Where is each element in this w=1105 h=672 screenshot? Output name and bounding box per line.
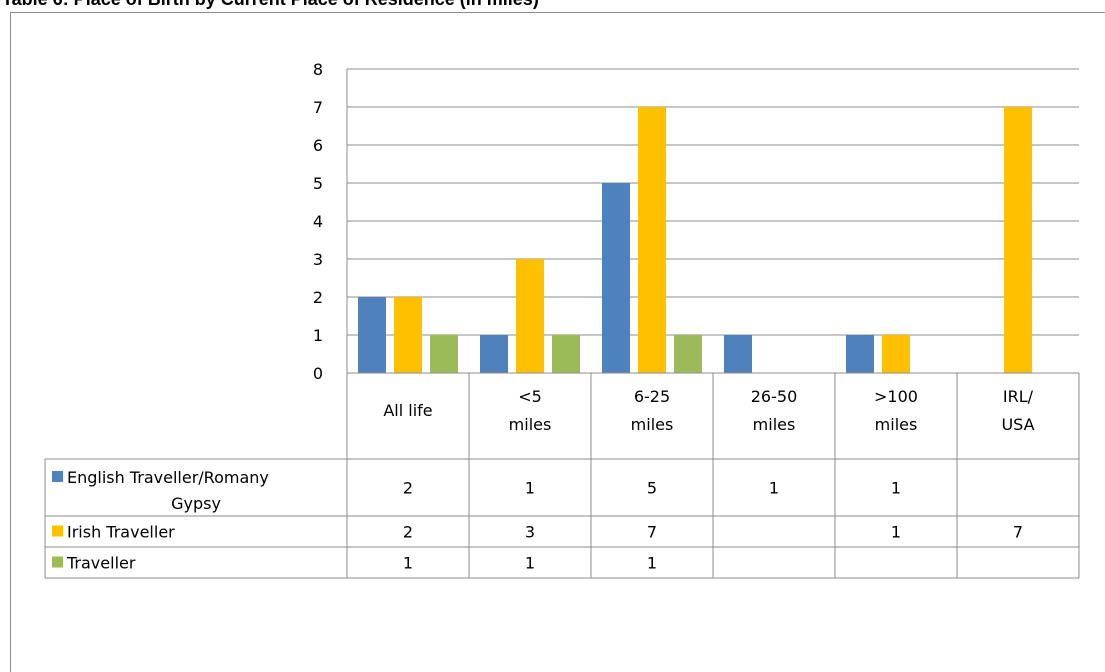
y-tick-label: 4 (313, 212, 323, 231)
x-tick-label: miles (753, 415, 796, 434)
data-table: All life <5 miles 6-25 miles 26-50 miles >100 mi… (44, 372, 1080, 579)
legend-key (52, 556, 63, 568)
x-tick-label: >100 (874, 387, 918, 406)
data-label: 1 (525, 479, 535, 498)
bar (1004, 107, 1032, 373)
bar-chart: 0 1 2 3 4 5 6 7 8 All life <5 miles 6-25 miles 26-50 m… (44, 60, 1080, 579)
legend-key (52, 471, 63, 482)
data-label: 2 (403, 479, 413, 498)
y-tick-label: 0 (313, 364, 323, 383)
data-label: 5 (647, 479, 657, 498)
x-tick-label: 6-25 (634, 387, 670, 406)
legend-key (52, 525, 63, 537)
x-tick-label: IRL/ (1003, 387, 1034, 406)
legend-label: Gypsy (171, 494, 221, 513)
bar (882, 335, 910, 373)
legend-label: Traveller (66, 554, 136, 573)
data-label: 2 (403, 523, 413, 542)
data-label: 1 (525, 554, 535, 573)
bar (480, 335, 508, 373)
x-tick-label: <5 (518, 387, 542, 406)
data-label: 1 (769, 479, 779, 498)
bar (358, 297, 386, 373)
bar (552, 335, 580, 373)
data-label: 3 (525, 523, 535, 542)
x-tick-label: miles (875, 415, 918, 434)
bar (674, 335, 702, 373)
data-label: 1 (891, 523, 901, 542)
x-tick-label: miles (631, 415, 674, 434)
bar (638, 107, 666, 373)
x-tick-label: USA (1001, 415, 1034, 434)
bar (394, 297, 422, 373)
y-tick-label: 7 (313, 98, 323, 117)
data-label: 1 (647, 554, 657, 573)
bar (516, 259, 544, 373)
x-tick-label: miles (509, 415, 552, 434)
chart-title: Table 6: Place of Birth by Current Place… (2, 0, 539, 10)
bar (602, 183, 630, 373)
legend-label: English Traveller/Romany (67, 468, 269, 487)
bar (430, 335, 458, 373)
y-tick-label: 8 (313, 60, 323, 79)
data-label: 7 (1013, 523, 1023, 542)
legend-label: Irish Traveller (67, 523, 175, 542)
gridlines (347, 68, 1079, 374)
y-tick-label: 5 (313, 174, 323, 193)
data-label: 7 (647, 523, 657, 542)
x-tick-label: All life (383, 401, 432, 420)
y-axis: 0 1 2 3 4 5 6 7 8 (313, 60, 348, 383)
y-tick-label: 2 (313, 288, 323, 307)
bar (846, 335, 874, 373)
bar (724, 335, 752, 373)
y-tick-label: 1 (313, 326, 323, 345)
data-label: 1 (891, 479, 901, 498)
y-tick-label: 6 (313, 136, 323, 155)
bars (358, 107, 1032, 373)
chart-frame (10, 12, 1105, 672)
y-tick-label: 3 (313, 250, 323, 269)
x-tick-label: 26-50 (751, 387, 798, 406)
data-label: 1 (403, 554, 413, 573)
